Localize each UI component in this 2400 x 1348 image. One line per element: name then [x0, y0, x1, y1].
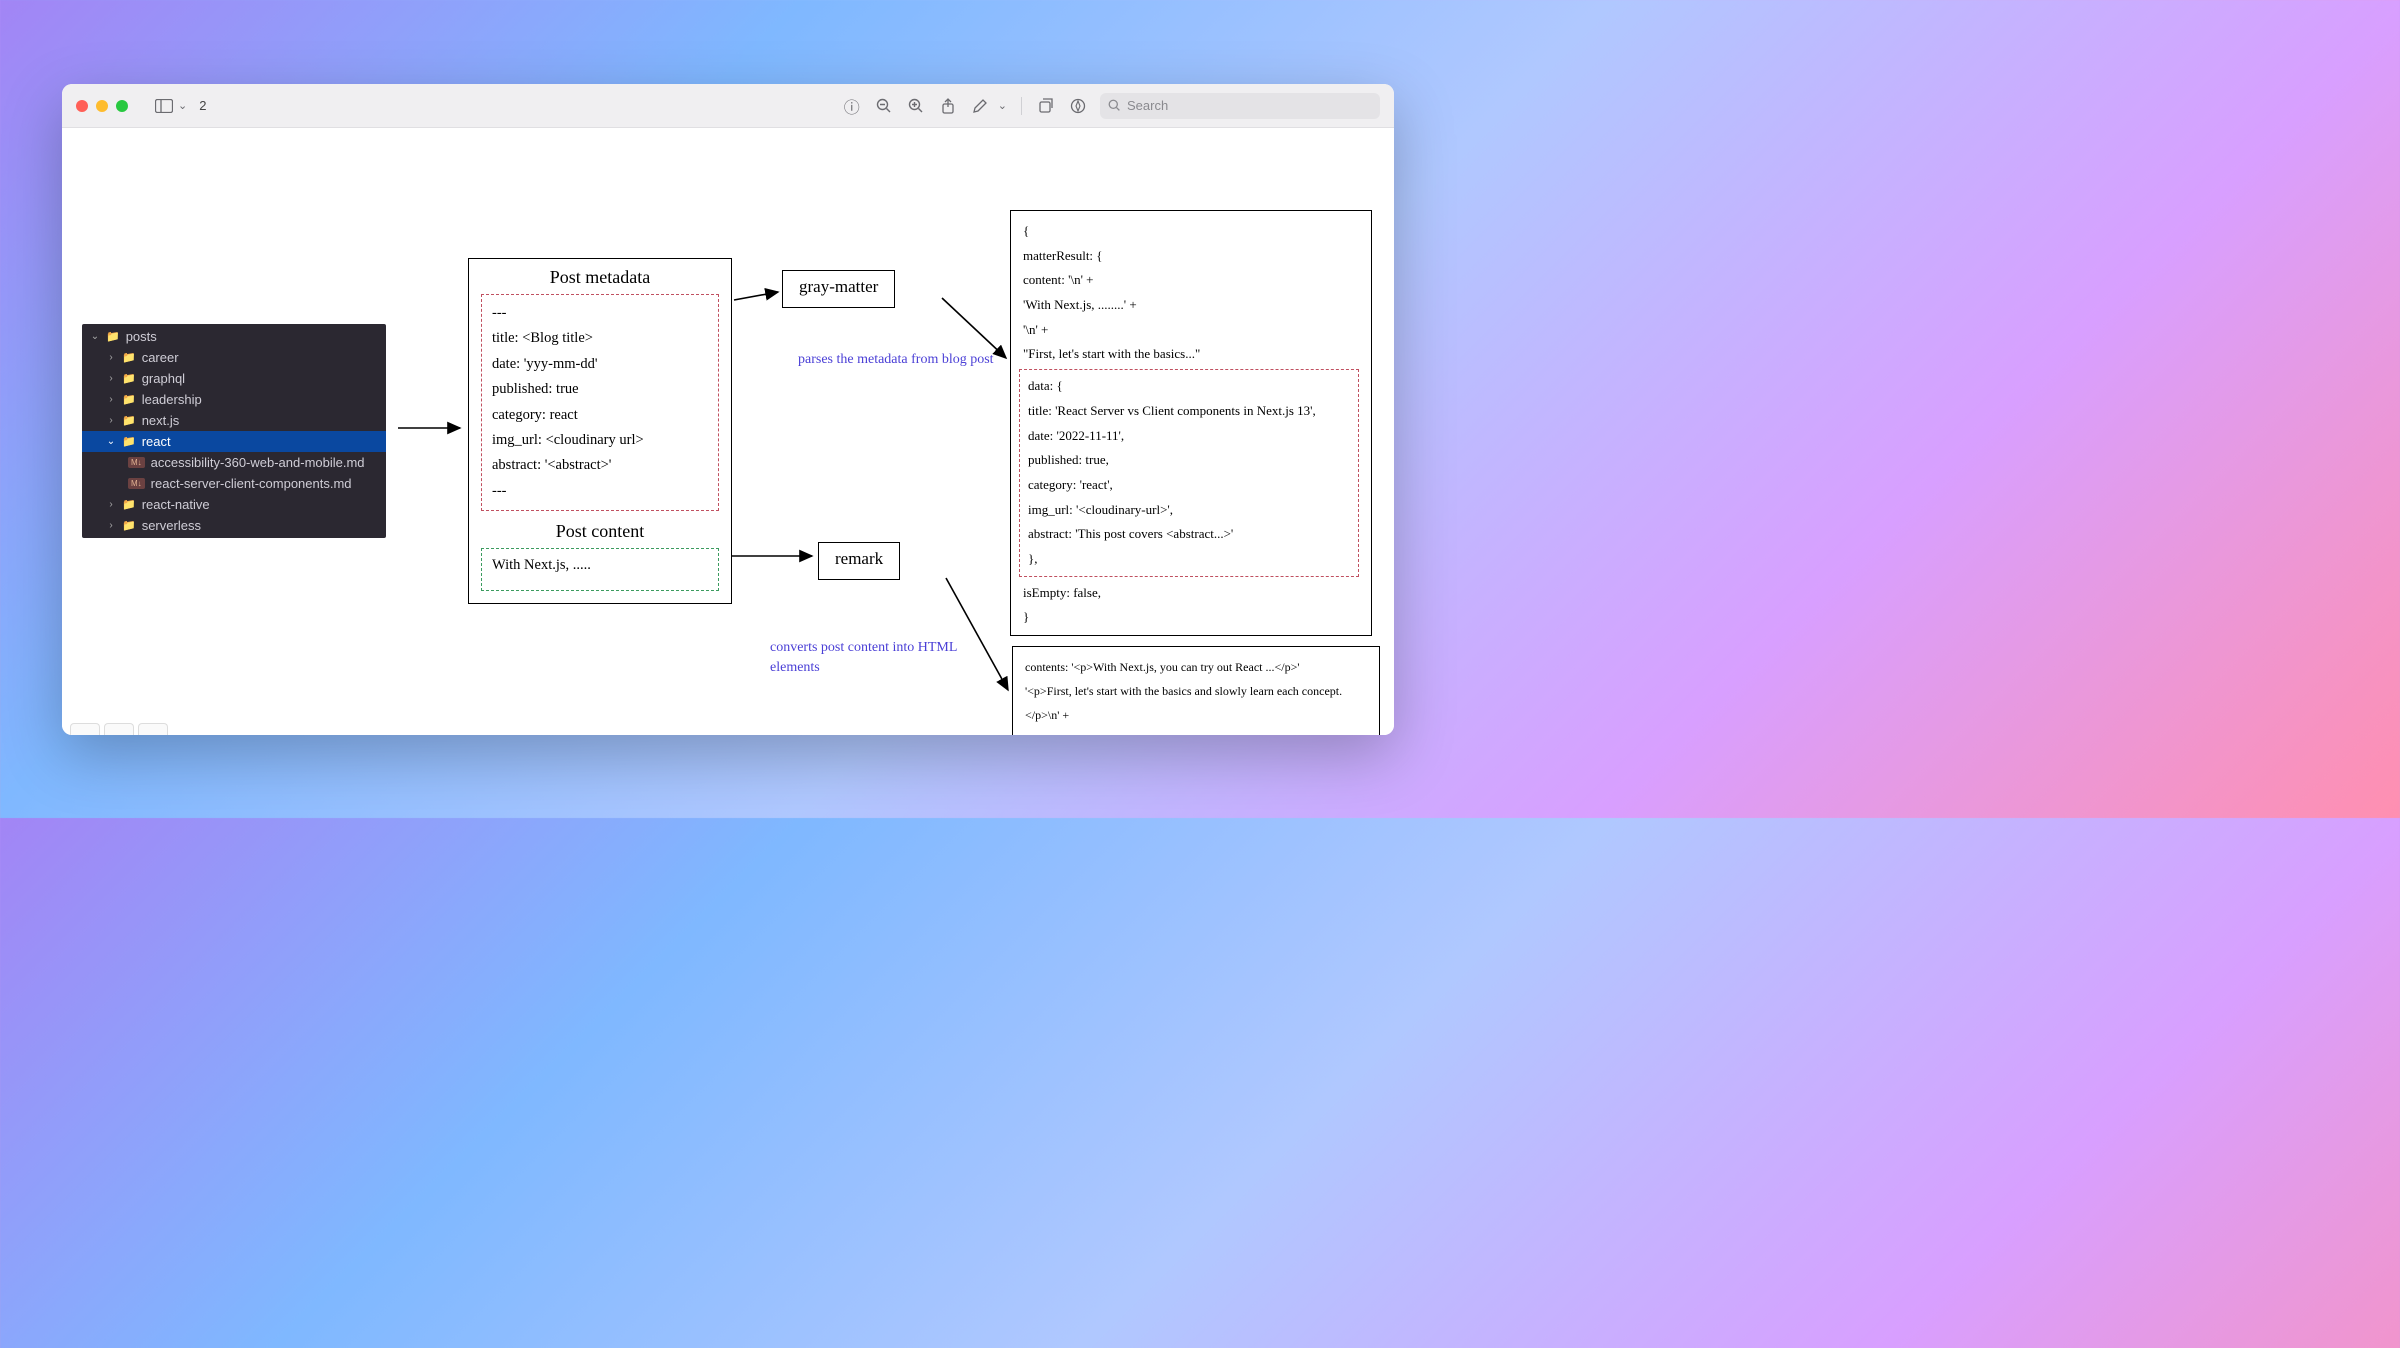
sidebar-toggle-icon[interactable]: [154, 96, 174, 116]
folder-label: next.js: [142, 413, 180, 428]
metadata-line: img_url: <cloudinary url>: [492, 428, 708, 453]
file-tree: ⌄📁 posts ›📁career›📁graphql›📁leadership›📁…: [82, 324, 386, 538]
folder-label: react: [142, 434, 171, 449]
traffic-lights: [76, 100, 128, 112]
folder-item[interactable]: ›📁next.js: [82, 410, 386, 431]
window-titlebar: ⌄ 2 ⓘ ⌄ S: [62, 84, 1394, 128]
html-line: contents: '<p>With Next.js, you can try …: [1025, 655, 1367, 679]
folder-root[interactable]: ⌄📁 posts: [82, 326, 386, 347]
json-line: published: true,: [1028, 448, 1350, 473]
remark-desc: converts post content into HTML elements: [770, 638, 970, 677]
chevron-down-icon[interactable]: ⌄: [178, 99, 187, 112]
json-line: img_url: '<cloudinary-url>',: [1028, 498, 1350, 523]
output-html-box: contents: '<p>With Next.js, you can try …: [1012, 646, 1380, 735]
json-line: title: 'React Server vs Client component…: [1028, 399, 1350, 424]
zoom-out-icon[interactable]: [874, 96, 894, 116]
file-item[interactable]: M↓react-server-client-components.md: [82, 473, 386, 494]
folder-label: leadership: [142, 392, 202, 407]
post-source-box: Post metadata ---title: <Blog title>date…: [468, 258, 732, 604]
zoom-icon[interactable]: [116, 100, 128, 112]
gray-matter-box: gray-matter: [782, 270, 895, 308]
highlight-icon[interactable]: [1068, 96, 1088, 116]
folder-label: posts: [126, 329, 157, 344]
metadata-line: ---: [492, 479, 708, 504]
metadata-line: ---: [492, 301, 708, 326]
json-line: date: '2022-11-11',: [1028, 424, 1350, 449]
json-line: category: 'react',: [1028, 473, 1350, 498]
metadata-line: date: 'yyy-mm-dd': [492, 352, 708, 377]
post-metadata-title: Post metadata: [469, 267, 731, 288]
page-thumbnails: [70, 723, 168, 735]
search-input[interactable]: Search: [1100, 93, 1380, 119]
json-line: 'With Next.js, ........' +: [1023, 293, 1359, 318]
html-line: '<h2>What is Serialization?</h2>\n' +: [1025, 727, 1367, 735]
zoom-in-icon[interactable]: [906, 96, 926, 116]
json-line: abstract: 'This post covers <abstract...…: [1028, 522, 1350, 547]
document-number: 2: [199, 98, 206, 113]
post-content-title: Post content: [469, 521, 731, 542]
chevron-down-icon[interactable]: ⌄: [998, 99, 1007, 112]
share-icon[interactable]: [938, 96, 958, 116]
json-line: {: [1023, 219, 1359, 244]
folder-label: career: [142, 350, 179, 365]
page-thumb[interactable]: [104, 723, 134, 735]
search-placeholder: Search: [1127, 98, 1168, 113]
separator: [1021, 97, 1022, 115]
folder-item[interactable]: ›📁career: [82, 347, 386, 368]
json-line: "First, let's start with the basics...": [1023, 342, 1359, 367]
post-content-text: With Next.js, .....: [492, 557, 591, 573]
minimize-icon[interactable]: [96, 100, 108, 112]
file-label: accessibility-360-web-and-mobile.md: [151, 455, 365, 470]
gray-matter-label: gray-matter: [799, 277, 878, 296]
json-line: },: [1028, 547, 1350, 572]
markup-icon[interactable]: [970, 96, 990, 116]
folder-item[interactable]: ›📁graphql: [82, 368, 386, 389]
metadata-line: published: true: [492, 377, 708, 402]
gray-matter-desc: parses the metadata from blog post: [798, 350, 998, 370]
html-line: '<p>First, let's start with the basics a…: [1025, 679, 1367, 727]
folder-item[interactable]: ›📁react-native: [82, 494, 386, 515]
rotate-icon[interactable]: [1036, 96, 1056, 116]
json-line: }: [1023, 605, 1359, 630]
page-thumb[interactable]: [70, 723, 100, 735]
json-line: isEmpty: false,: [1023, 581, 1359, 606]
preview-window: ⌄ 2 ⓘ ⌄ S: [62, 84, 1394, 735]
json-line: matterResult: {: [1023, 244, 1359, 269]
remark-label: remark: [835, 549, 883, 568]
diagram-canvas: ⌄📁 posts ›📁career›📁graphql›📁leadership›📁…: [62, 128, 1394, 735]
page-thumb[interactable]: [138, 723, 168, 735]
metadata-line: category: react: [492, 403, 708, 428]
json-line: content: '\n' +: [1023, 268, 1359, 293]
remark-box: remark: [818, 542, 900, 580]
metadata-line: title: <Blog title>: [492, 326, 708, 351]
folder-label: graphql: [142, 371, 185, 386]
post-metadata-block: ---title: <Blog title>date: 'yyy-mm-dd'p…: [481, 294, 719, 511]
close-icon[interactable]: [76, 100, 88, 112]
json-line: data: {: [1028, 374, 1350, 399]
json-line: '\n' +: [1023, 318, 1359, 343]
file-item[interactable]: M↓accessibility-360-web-and-mobile.md: [82, 452, 386, 473]
folder-label: serverless: [142, 518, 201, 533]
folder-label: react-native: [142, 497, 210, 512]
metadata-line: abstract: '<abstract>': [492, 453, 708, 478]
file-label: react-server-client-components.md: [151, 476, 352, 491]
post-content-block: With Next.js, .....: [481, 548, 719, 591]
folder-item[interactable]: ›📁serverless: [82, 515, 386, 536]
info-icon[interactable]: ⓘ: [842, 96, 862, 116]
output-json-box: {matterResult: {content: '\n' +'With Nex…: [1010, 210, 1372, 636]
folder-selected[interactable]: ⌄📁 react: [82, 431, 386, 452]
folder-item[interactable]: ›📁leadership: [82, 389, 386, 410]
search-icon: [1108, 99, 1121, 112]
output-json-data-block: data: {title: 'React Server vs Client co…: [1019, 369, 1359, 577]
